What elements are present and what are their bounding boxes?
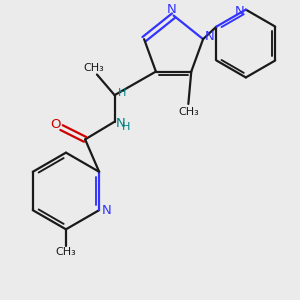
Text: H: H bbox=[118, 88, 126, 98]
Text: CH₃: CH₃ bbox=[179, 107, 200, 117]
Text: N: N bbox=[205, 30, 214, 43]
Text: N: N bbox=[167, 2, 177, 16]
Text: CH₃: CH₃ bbox=[56, 247, 76, 257]
Text: H: H bbox=[122, 122, 130, 132]
Text: CH₃: CH₃ bbox=[84, 63, 104, 73]
Text: O: O bbox=[50, 118, 60, 131]
Text: N: N bbox=[235, 4, 244, 18]
Text: N: N bbox=[102, 204, 111, 217]
Text: N: N bbox=[116, 117, 126, 130]
